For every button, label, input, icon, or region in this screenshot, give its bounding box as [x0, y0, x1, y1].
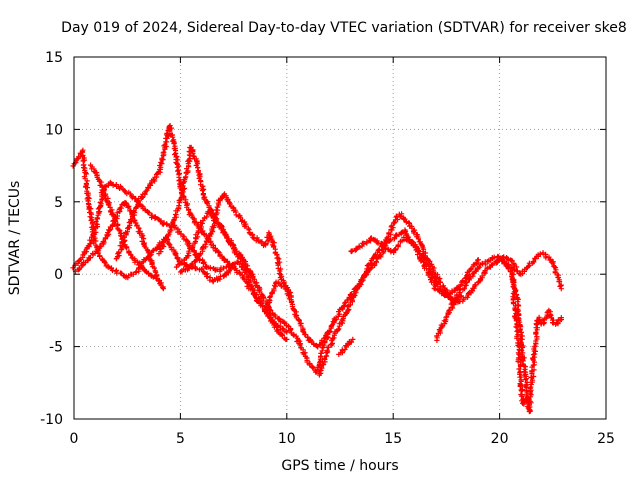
point-markers: [348, 234, 524, 306]
series-track-11: [348, 234, 524, 306]
series-track-8: [173, 207, 256, 277]
point-markers: [316, 211, 464, 378]
series-track-4: [88, 162, 164, 286]
y-axis-label: SDTVAR / TECUs: [7, 181, 23, 296]
data-points: [70, 123, 564, 415]
series-track-2: [70, 147, 237, 285]
series-track-7: [177, 191, 294, 299]
x-tick-labels: 0 5 10 15 20 25: [70, 431, 615, 447]
series-track-12: [434, 253, 520, 343]
x-tick-label: 5: [176, 431, 185, 447]
series-track-14: [496, 254, 564, 415]
point-markers: [70, 147, 237, 285]
point-markers: [517, 250, 564, 292]
point-markers: [173, 207, 256, 277]
point-markers: [177, 191, 294, 299]
x-tick-label: 20: [491, 431, 509, 447]
point-markers: [263, 227, 481, 350]
x-tick-label: 0: [70, 431, 79, 447]
x-tick-label: 15: [384, 431, 402, 447]
y-tick-labels: -10 -5 0 5 10 15: [40, 50, 63, 428]
y-tick-label: -5: [49, 340, 63, 356]
chart-title: Day 019 of 2024, Sidereal Day-to-day VTE…: [61, 20, 627, 36]
y-tick-label: 5: [54, 195, 63, 211]
point-markers: [434, 253, 520, 343]
point-markers: [509, 273, 530, 407]
point-markers: [336, 336, 356, 357]
point-markers: [496, 254, 564, 415]
y-tick-label: -10: [40, 412, 63, 428]
point-markers: [88, 162, 164, 286]
y-tick-label: 0: [54, 267, 63, 283]
y-tick-label: 10: [45, 122, 63, 138]
series-track-13: [336, 336, 356, 357]
y-tick-label: 15: [45, 50, 63, 66]
series-track-10: [316, 211, 464, 378]
x-tick-label: 25: [597, 431, 615, 447]
series-track-9: [263, 227, 481, 350]
series-track-15: [517, 250, 564, 292]
tick-marks: [73, 56, 607, 420]
x-axis-label: GPS time / hours: [281, 458, 398, 474]
x-tick-label: 10: [278, 431, 296, 447]
plot-frame: [73, 56, 607, 420]
series-track-16: [509, 273, 530, 407]
grid-lines: [74, 57, 606, 419]
